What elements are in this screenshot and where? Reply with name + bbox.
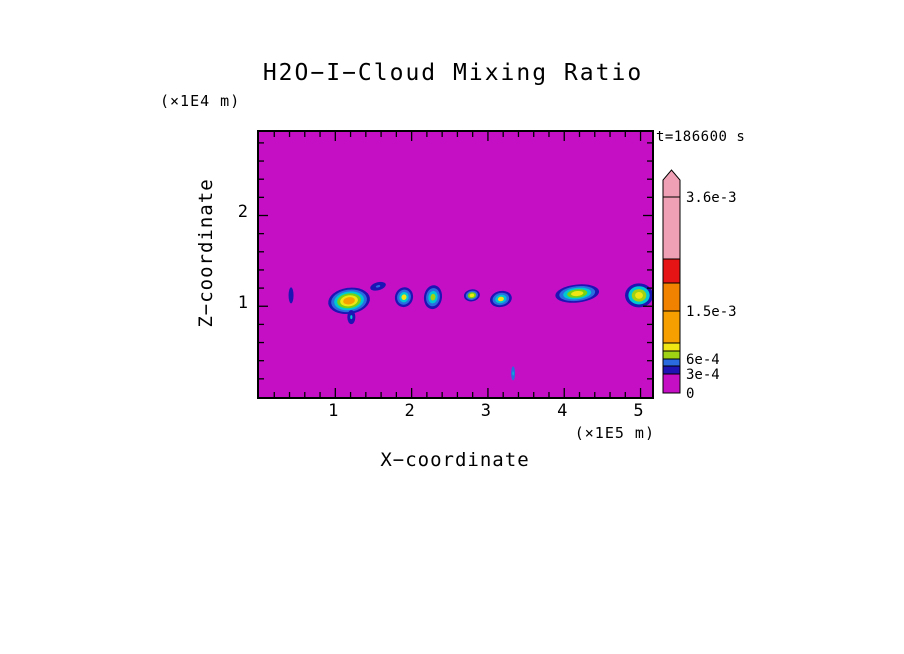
z-axis-unit-label: (×1E4 m) (160, 92, 241, 110)
colorbar-segment (662, 310, 681, 344)
cloud-blob (423, 285, 443, 310)
colorbar-label: 1.5e-3 (686, 304, 737, 320)
cloud-blob (328, 287, 370, 315)
z-tick-label: 2 (237, 202, 248, 223)
colorbar-segment (662, 258, 681, 284)
x-tick-label: 4 (557, 401, 568, 421)
heatmap-plot (259, 132, 652, 397)
colorbar-segment (662, 350, 681, 360)
x-tick-label: 2 (404, 401, 415, 421)
x-tick-label: 3 (480, 401, 492, 421)
x-tick-label: 5 (633, 401, 644, 421)
colorbar: 0 3e-46e-4 1.5e-3 3.6e-3 (662, 169, 737, 402)
cloud-blob (347, 310, 356, 325)
cloud-blob (463, 289, 480, 302)
cloud-blob (288, 287, 294, 304)
colorbar-segment (662, 196, 681, 260)
colorbar-label: 3e-4 (686, 367, 720, 383)
x-axis-title: X−coordinate (380, 449, 530, 471)
colorbar-segment (662, 365, 681, 375)
cloud-blob (625, 283, 652, 308)
chart-title: H2O−I−Cloud Mixing Ratio (262, 60, 644, 86)
colorbar-segment (662, 358, 681, 367)
x-axis-unit-label: (×1E5 m) (574, 424, 655, 442)
z-tick-label: 1 (237, 293, 248, 314)
colorbar-label: 6e-4 (686, 352, 720, 368)
heatmap-background (259, 132, 652, 397)
colorbar-label: 3.6e-3 (686, 190, 737, 206)
colorbar-segment (662, 373, 681, 394)
colorbar-segment (662, 282, 681, 312)
x-tick-label: 1 (328, 401, 339, 421)
cloud-blob (394, 287, 414, 308)
cloud-blob (511, 366, 516, 381)
cloud-blob (555, 284, 600, 303)
time-annotation: t=186600 s (656, 129, 746, 145)
cloud-blob (490, 290, 512, 308)
colorbar-label: 0 (686, 386, 694, 402)
z-axis-title: Z−coordinate (195, 178, 217, 328)
cloud-blob (370, 281, 386, 291)
colorbar-segment (662, 342, 681, 352)
plot-area (257, 130, 654, 399)
colorbar-overflow-arrow (662, 169, 681, 198)
